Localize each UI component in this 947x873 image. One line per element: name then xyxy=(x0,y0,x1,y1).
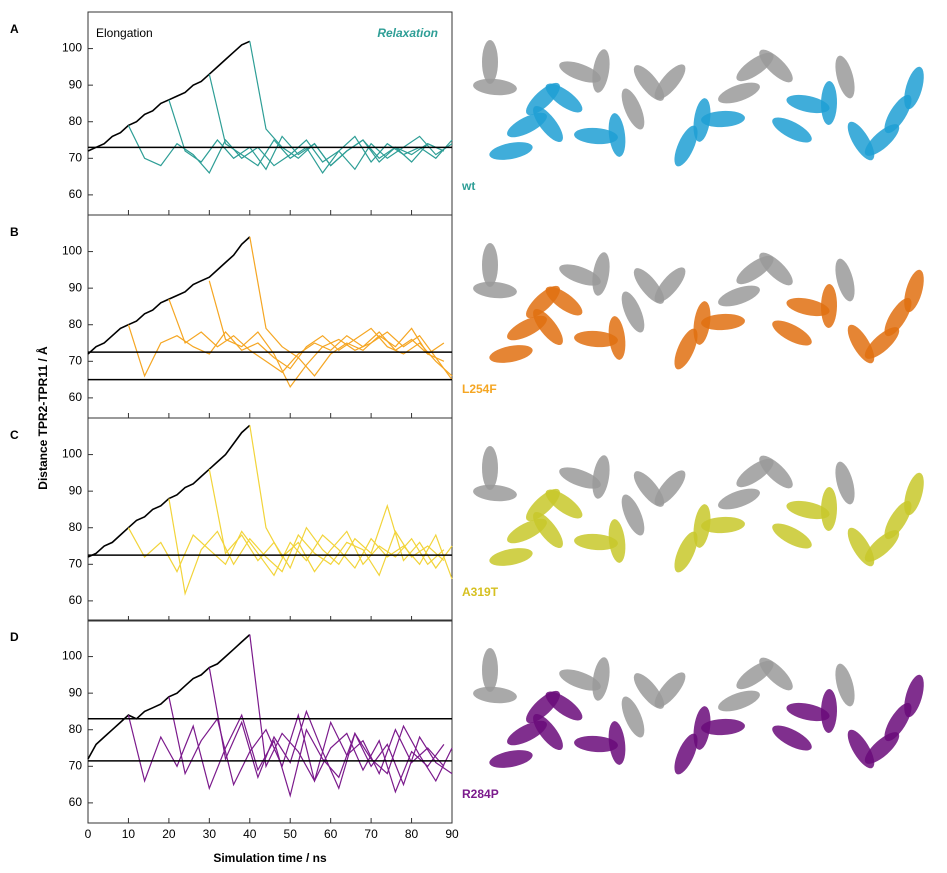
helix xyxy=(590,251,613,297)
y-tick-label: 100 xyxy=(62,41,82,55)
panel-letter: D xyxy=(10,630,19,644)
trace xyxy=(169,299,444,372)
y-tick-label: 60 xyxy=(69,187,83,201)
x-tick-label: 60 xyxy=(324,827,338,841)
helix xyxy=(821,689,838,733)
y-tick-label: 80 xyxy=(69,114,83,128)
x-tick-label: 90 xyxy=(445,827,459,841)
variant-label: R284P xyxy=(462,787,499,801)
helix xyxy=(606,112,627,158)
x-tick-label: 50 xyxy=(284,827,298,841)
y-tick-label: 80 xyxy=(69,520,83,534)
y-tick-label: 90 xyxy=(69,280,83,294)
y-tick-label: 100 xyxy=(62,649,82,663)
panel-letter: B xyxy=(10,225,19,239)
helix xyxy=(769,113,815,148)
helix xyxy=(590,48,613,94)
helix xyxy=(821,81,838,125)
y-tick-label: 80 xyxy=(69,317,83,331)
x-tick-label: 40 xyxy=(243,827,257,841)
helix xyxy=(606,720,627,766)
y-tick-label: 70 xyxy=(69,556,83,570)
helix xyxy=(716,484,763,513)
helix xyxy=(488,747,534,771)
helix xyxy=(716,686,763,715)
variant-label: L254F xyxy=(462,382,497,396)
y-tick-label: 100 xyxy=(62,447,82,461)
annotation: Elongation xyxy=(96,26,153,40)
x-tick-label: 0 xyxy=(85,827,92,841)
trace xyxy=(88,425,250,557)
y-tick-label: 100 xyxy=(62,244,82,258)
y-tick-label: 90 xyxy=(69,483,83,497)
helix xyxy=(482,446,498,490)
y-tick-label: 70 xyxy=(69,758,83,772)
panel-letter: C xyxy=(10,428,19,442)
x-tick-label: 30 xyxy=(203,827,217,841)
helix xyxy=(472,280,517,300)
helix xyxy=(488,342,534,366)
helix xyxy=(590,656,613,702)
panel-letter: A xyxy=(10,22,19,36)
helix xyxy=(482,40,498,84)
helix xyxy=(769,721,815,756)
helix xyxy=(590,454,613,500)
y-tick-label: 60 xyxy=(69,593,83,607)
y-tick-label: 90 xyxy=(69,77,83,91)
y-tick-label: 60 xyxy=(69,390,83,404)
plot-frame xyxy=(88,418,452,621)
trace xyxy=(88,41,250,151)
helix xyxy=(472,483,517,503)
y-tick-label: 70 xyxy=(69,150,83,164)
trace xyxy=(88,237,250,354)
helix xyxy=(769,519,815,554)
y-tick-label: 80 xyxy=(69,722,83,736)
plot-frame xyxy=(88,12,452,215)
annotation: Relaxation xyxy=(377,26,438,40)
x-tick-label: 20 xyxy=(162,827,176,841)
y-tick-label: 90 xyxy=(69,685,83,699)
x-tick-label: 80 xyxy=(405,827,419,841)
variant-label: wt xyxy=(461,179,475,193)
y-tick-label: 60 xyxy=(69,795,83,809)
helix xyxy=(482,243,498,287)
helix xyxy=(472,77,517,97)
trace xyxy=(250,237,444,376)
helix xyxy=(606,315,627,361)
helix xyxy=(716,281,763,310)
trace xyxy=(209,469,452,568)
trace xyxy=(128,125,452,172)
x-tick-label: 70 xyxy=(364,827,378,841)
helix xyxy=(821,284,838,328)
helix xyxy=(716,78,763,107)
variant-label: A319T xyxy=(462,585,499,599)
x-axis-title: Simulation time / ns xyxy=(213,851,327,865)
x-tick-label: 10 xyxy=(122,827,136,841)
figure: 60708090100AwtElongationRelaxationDistan… xyxy=(0,0,947,873)
helix xyxy=(482,648,498,692)
helix xyxy=(821,487,838,531)
y-axis-title: Distance TPR2-TPR11 / Å xyxy=(35,346,50,490)
y-tick-label: 70 xyxy=(69,353,83,367)
helix xyxy=(606,518,627,564)
helix xyxy=(488,139,534,163)
helix xyxy=(472,685,517,705)
helix xyxy=(488,545,534,569)
trace xyxy=(128,325,452,376)
plot-frame xyxy=(88,620,452,823)
trace xyxy=(169,100,444,170)
helix xyxy=(769,316,815,351)
